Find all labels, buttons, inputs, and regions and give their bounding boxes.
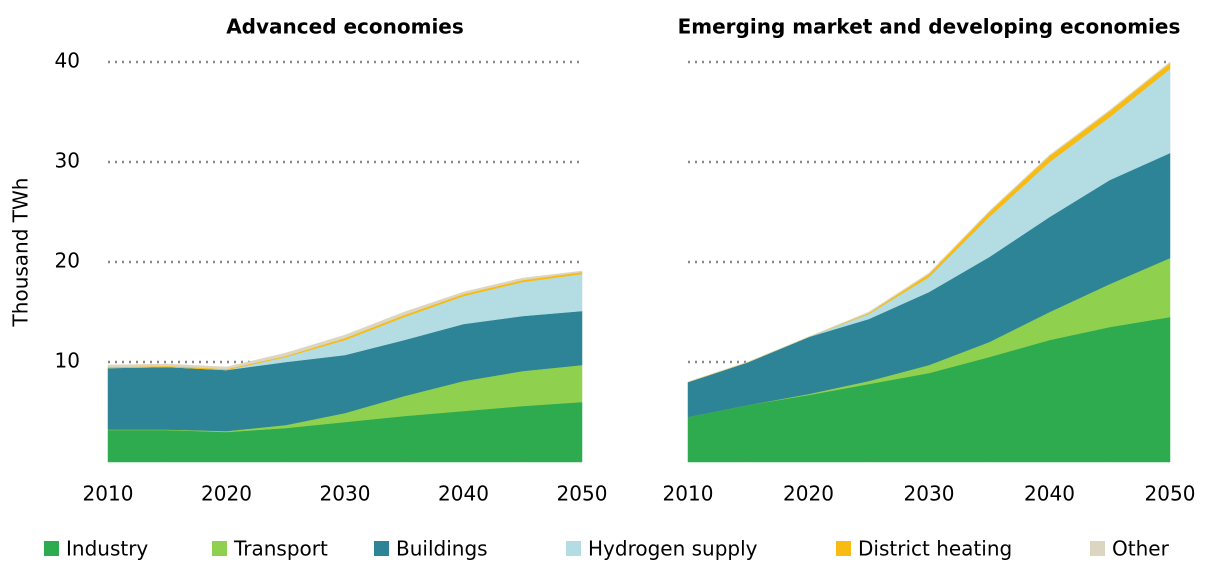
x-tick-label: 2050 bbox=[557, 482, 608, 506]
x-tick-label: 2010 bbox=[83, 482, 134, 506]
y-tick-label: 20 bbox=[55, 249, 80, 273]
y-tick-label: 30 bbox=[55, 149, 80, 173]
legend-swatch bbox=[374, 541, 389, 556]
x-tick-label: 2020 bbox=[201, 482, 252, 506]
legend-label: Hydrogen supply bbox=[588, 537, 758, 561]
legend-label: Buildings bbox=[396, 537, 488, 561]
x-tick-label: 2050 bbox=[1145, 482, 1196, 506]
legend-swatch bbox=[566, 541, 581, 556]
legend-swatch bbox=[44, 541, 59, 556]
y-tick-label: 10 bbox=[55, 349, 80, 373]
legend-label: Other bbox=[1112, 537, 1170, 561]
y-tick-label: 40 bbox=[55, 49, 80, 73]
chart-title: Emerging market and developing economies bbox=[678, 15, 1181, 39]
area bbox=[107, 270, 583, 370]
legend-label: District heating bbox=[858, 537, 1012, 561]
legend-swatch bbox=[212, 541, 227, 556]
x-tick-label: 2030 bbox=[320, 482, 371, 506]
x-tick-label: 2040 bbox=[438, 482, 489, 506]
x-tick-label: 2030 bbox=[904, 482, 955, 506]
x-tick-label: 2010 bbox=[663, 482, 714, 506]
legend-swatch bbox=[1090, 541, 1105, 556]
chart-title: Advanced economies bbox=[226, 15, 464, 39]
x-tick-label: 2040 bbox=[1024, 482, 1075, 506]
legend-label: Transport bbox=[233, 537, 328, 561]
y-axis-label: Thousand TWh bbox=[9, 178, 33, 328]
area bbox=[687, 61, 1171, 383]
legend-swatch bbox=[836, 541, 851, 556]
x-tick-label: 2020 bbox=[783, 482, 834, 506]
legend-label: Industry bbox=[66, 537, 148, 561]
